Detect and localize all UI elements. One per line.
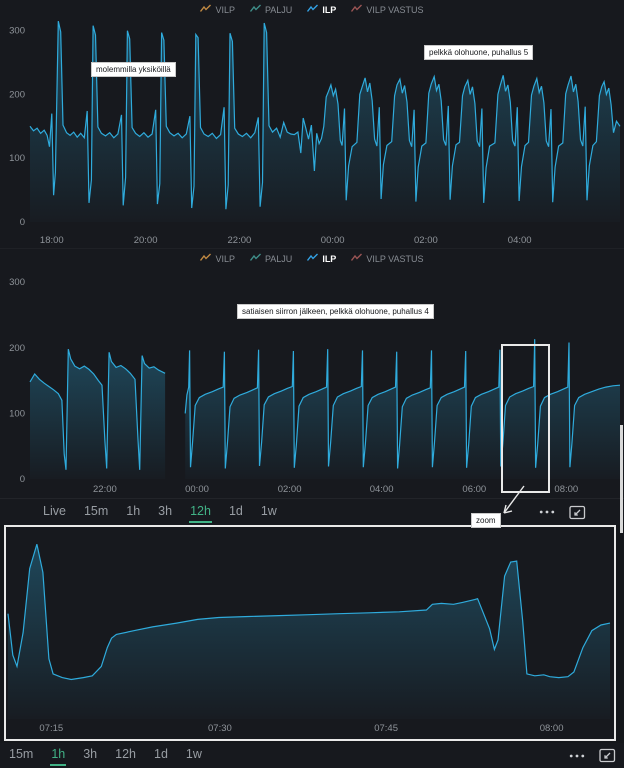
time-range-1d[interactable]: 1d xyxy=(154,747,168,761)
legend-middle: VILP PALJU ILP VILP VASTUS xyxy=(0,252,624,265)
series-area-fill xyxy=(8,544,610,719)
time-range-3h[interactable]: 3h xyxy=(83,747,98,761)
zoom-selection-rect[interactable] xyxy=(501,344,550,493)
time-range-12h[interactable]: 12h xyxy=(189,502,212,523)
x-axis-tick: 08:00 xyxy=(540,723,564,734)
time-range-15m[interactable]: 15m xyxy=(9,747,34,761)
legend-item-vilp[interactable]: VILP xyxy=(200,4,235,15)
series-line xyxy=(7,544,611,681)
legend-item-label: VILP xyxy=(215,253,235,264)
chart-canvas-top[interactable]: 0 100 200 300 18:00 20:00 22:00 00:00 02:00 04:00 xyxy=(0,0,624,248)
y-axis-tick: 0 xyxy=(20,217,25,228)
zoom-callout-label: zoom xyxy=(471,513,501,528)
legend-item-label: VILP VASTUS xyxy=(366,253,424,264)
x-axis-tick: 18:00 xyxy=(40,235,64,246)
time-range-live[interactable]: Live xyxy=(43,503,66,518)
legend-item-palju[interactable]: PALJU xyxy=(249,4,293,15)
x-axis-tick: 20:00 xyxy=(134,235,158,246)
legend-item-label: ILP xyxy=(322,4,337,15)
x-axis-tick: 04:00 xyxy=(508,235,532,246)
legend-item-vilp[interactable]: VILP xyxy=(200,253,235,264)
legend-item-vilp-vastus[interactable]: VILP VASTUS xyxy=(351,253,424,264)
time-range-1w[interactable]: 1w xyxy=(260,503,277,518)
annotation-label: pelkkä olohuone, puhallus 5 xyxy=(424,45,534,60)
series-line xyxy=(29,348,166,470)
legend-item-ilp[interactable]: ILP xyxy=(307,4,336,15)
legend-item-label: VILP VASTUS xyxy=(366,4,424,15)
x-axis-tick: 00:00 xyxy=(185,484,209,495)
time-range-1w[interactable]: 1w xyxy=(185,747,202,761)
y-axis-tick: 300 xyxy=(9,26,25,37)
kebab-menu-icon[interactable] xyxy=(539,510,555,514)
series-line-icon xyxy=(200,253,212,264)
expand-chart-icon[interactable] xyxy=(599,748,616,763)
legend-item-palju[interactable]: PALJU xyxy=(249,253,293,264)
y-axis-tick: 100 xyxy=(9,153,25,164)
y-axis-tick: 100 xyxy=(9,408,25,419)
scrollbar-thumb[interactable] xyxy=(620,425,623,533)
chart-panel-top: VILP PALJU ILP VILP VASTUS 0 100 200 300 18:00 2… xyxy=(0,0,624,248)
time-range-1h[interactable]: 1h xyxy=(126,503,141,518)
x-axis-tick: 22:00 xyxy=(93,484,117,495)
annotation-label: molemmilla yksiköillä xyxy=(91,62,176,77)
x-axis-tick: 07:30 xyxy=(208,723,232,734)
legend-item-label: PALJU xyxy=(264,253,293,264)
x-axis-tick: 07:15 xyxy=(39,723,63,734)
series-line-icon xyxy=(249,253,261,264)
time-range-options: 15m 1h 3h 12h 1d 1w xyxy=(8,745,203,766)
x-axis-tick: 02:00 xyxy=(414,235,438,246)
time-range-12h[interactable]: 12h xyxy=(115,747,136,761)
x-axis-tick: 22:00 xyxy=(228,235,252,246)
series-line-icon xyxy=(307,4,319,15)
time-range-15m[interactable]: 15m xyxy=(83,503,109,518)
series-area-fill xyxy=(30,21,620,222)
series-line-icon xyxy=(249,4,261,15)
series-line xyxy=(184,339,621,469)
x-axis-tick: 06:00 xyxy=(462,484,486,495)
x-axis-tick: 00:00 xyxy=(321,235,345,246)
y-axis-tick: 200 xyxy=(9,343,25,354)
legend-top: VILP PALJU ILP VILP VASTUS xyxy=(0,3,624,16)
chart-panel-zoomed: 07:15 07:30 07:45 08:00 xyxy=(4,525,616,741)
legend-item-ilp[interactable]: ILP xyxy=(307,253,336,264)
y-axis-tick: 200 xyxy=(9,89,25,100)
x-axis-tick: 04:00 xyxy=(370,484,394,495)
time-range-toolbar-middle: Live 15m 1h 3h 12h 1d 1w xyxy=(0,498,624,525)
legend-item-label: PALJU xyxy=(264,4,293,15)
time-range-1d[interactable]: 1d xyxy=(228,503,243,518)
time-range-toolbar-bottom: 15m 1h 3h 12h 1d 1w xyxy=(0,743,624,768)
y-axis-tick: 0 xyxy=(20,474,25,485)
time-range-1h[interactable]: 1h xyxy=(50,745,67,766)
series-area-fill xyxy=(30,349,166,479)
chart-canvas-middle[interactable]: 0 100 200 300 22:00 00:00 02:00 04:00 06:00 08:00 xyxy=(0,249,624,499)
x-axis-tick: 02:00 xyxy=(278,484,302,495)
series-line-icon xyxy=(351,4,363,15)
legend-item-vilp-vastus[interactable]: VILP VASTUS xyxy=(351,4,424,15)
series-line-icon xyxy=(200,4,212,15)
series-line-icon xyxy=(307,253,319,264)
annotation-label: satiaisen siirron jälkeen, pelkkä olohuo… xyxy=(237,304,434,319)
legend-item-label: VILP xyxy=(215,4,235,15)
zoom-callout-arrow xyxy=(503,485,525,514)
expand-chart-icon[interactable] xyxy=(569,505,586,520)
kebab-menu-icon[interactable] xyxy=(569,754,585,758)
time-range-3h[interactable]: 3h xyxy=(158,503,173,518)
chart-canvas-zoomed[interactable]: 07:15 07:30 07:45 08:00 xyxy=(6,527,614,737)
series-line-icon xyxy=(351,253,363,264)
x-axis-tick: 08:00 xyxy=(554,484,578,495)
time-range-options: Live 15m 1h 3h 12h 1d 1w xyxy=(42,502,278,523)
x-axis-tick: 07:45 xyxy=(374,723,398,734)
y-axis-tick: 300 xyxy=(9,277,25,288)
legend-item-label: ILP xyxy=(322,253,337,264)
series-line xyxy=(29,20,621,210)
chart-panel-middle: VILP PALJU ILP VILP VASTUS 0 100 200 300 22:00 0… xyxy=(0,248,624,499)
